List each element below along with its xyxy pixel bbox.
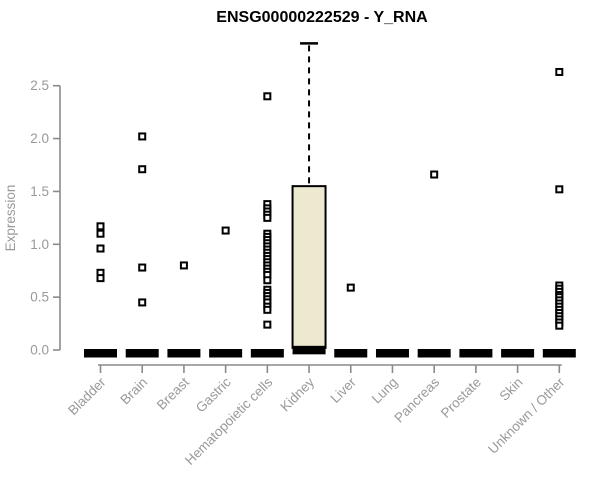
y-axis-title: Expression (3, 185, 18, 252)
median-bar (375, 349, 409, 358)
outlier-point (138, 263, 147, 272)
outlier-point (555, 67, 564, 76)
category-label: Unknown / Other (485, 374, 568, 457)
median-bar (501, 349, 535, 358)
category-label: Prostate (438, 375, 484, 421)
box (291, 185, 327, 349)
outlier-point (263, 320, 272, 329)
category-label: Breast (154, 374, 192, 412)
median-bar (292, 345, 326, 355)
median-bar (542, 349, 576, 358)
chart-title: ENSG00000222529 - Y_RNA (216, 9, 428, 26)
outlier-point (138, 132, 147, 141)
median-bar (209, 349, 243, 358)
category-label: Skin (497, 375, 526, 404)
outlier-point (96, 244, 105, 253)
outlier-point (263, 213, 272, 222)
outlier-point (138, 298, 147, 307)
category-label: Bladder (65, 374, 109, 418)
category-label: Pancreas (391, 374, 442, 425)
outlier-point (96, 222, 105, 231)
median-bar (417, 349, 451, 358)
outlier-point (430, 170, 439, 179)
median-bar (167, 349, 201, 358)
y-tick-label: 1.5 (30, 184, 49, 199)
outlier-point (96, 229, 105, 238)
y-tick-label: 2.5 (30, 78, 49, 93)
outlier-point (179, 261, 188, 270)
median-bar (125, 349, 159, 358)
plot-marks: 0.0 0.5 1.0 1.5 2.0 2.5 Bladder Brain Breast Gast… (30, 42, 576, 468)
category-label: Kidney (277, 374, 317, 414)
median-bar (84, 349, 117, 358)
outlier-point (263, 276, 272, 285)
y-tick-label: 1.0 (30, 237, 49, 252)
category-label: Brain (117, 375, 150, 408)
outlier-point (346, 283, 355, 292)
outlier-point (221, 226, 230, 235)
category-label: Lung (369, 375, 401, 407)
outlier-point (263, 305, 272, 314)
median-bar (250, 349, 284, 358)
outlier-point (138, 165, 147, 174)
outlier-point (96, 274, 105, 283)
category-label: Liver (328, 374, 360, 406)
median-bar (459, 349, 493, 358)
y-tick-label: 0.0 (30, 343, 49, 358)
y-tick-label: 0.5 (30, 290, 49, 305)
outlier-point (263, 92, 272, 101)
y-tick-label: 2.0 (30, 131, 49, 146)
median-bar (334, 349, 368, 358)
outlier-point (555, 185, 564, 194)
outlier-point (555, 321, 564, 330)
category-label: Gastric (193, 374, 234, 415)
